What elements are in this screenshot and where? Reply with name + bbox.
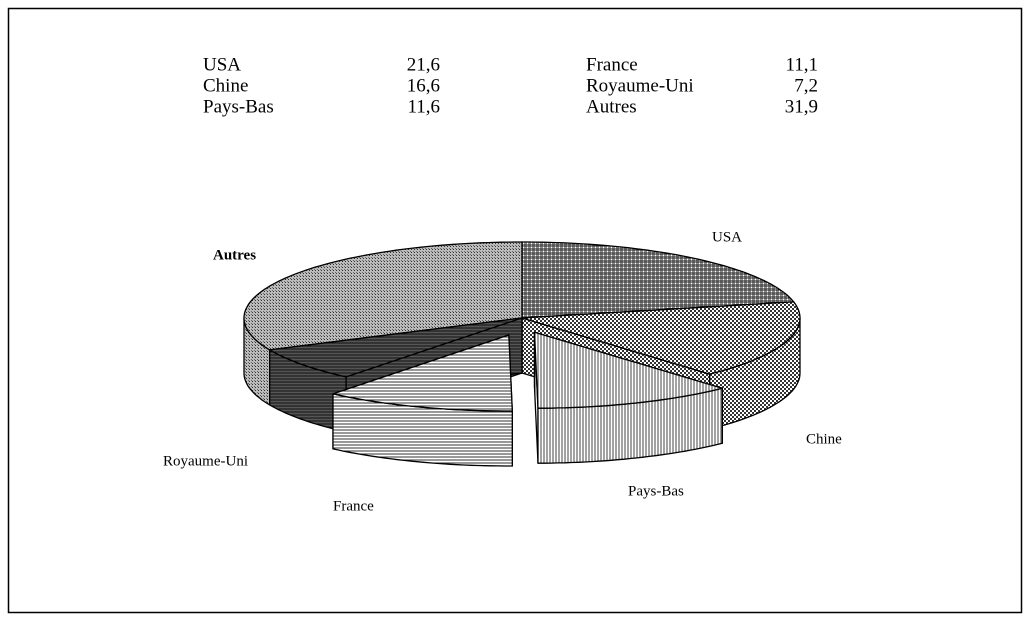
slice-label: Royaume-Uni (163, 453, 248, 469)
table-value: 11,1 (785, 54, 818, 75)
table-value: 11,6 (407, 96, 440, 117)
slice (521, 301, 801, 375)
table-value: 31,9 (785, 96, 818, 117)
table-label: France (586, 54, 638, 75)
table-label: Chine (203, 75, 248, 96)
slice (533, 331, 723, 409)
table-label: USA (203, 54, 241, 75)
data-table: USA 21,6 Chine 16,6 Pays-Bas 11,6 France 11,1 Ro… (203, 54, 818, 117)
table-value: 7,2 (794, 75, 818, 96)
slice (332, 334, 513, 412)
table-label: Autres (586, 96, 637, 117)
table-label: Pays-Bas (203, 96, 274, 117)
pie (243, 241, 801, 467)
table-value: 16,6 (407, 75, 440, 96)
slice-label: Autres (213, 247, 256, 263)
slice (243, 241, 523, 351)
frame (7, 7, 1023, 614)
pie-labels: USA Chine Pays-Bas France Royaume-Uni Autres (163, 229, 842, 514)
slice (269, 317, 523, 378)
table-label: Royaume-Uni (586, 75, 694, 96)
slice-label: USA (712, 229, 742, 245)
slice-label: Chine (806, 431, 842, 447)
slice-label: France (333, 498, 374, 514)
slice (521, 241, 795, 319)
table-value: 21,6 (407, 54, 440, 75)
slice-label: Pays-Bas (628, 483, 684, 499)
